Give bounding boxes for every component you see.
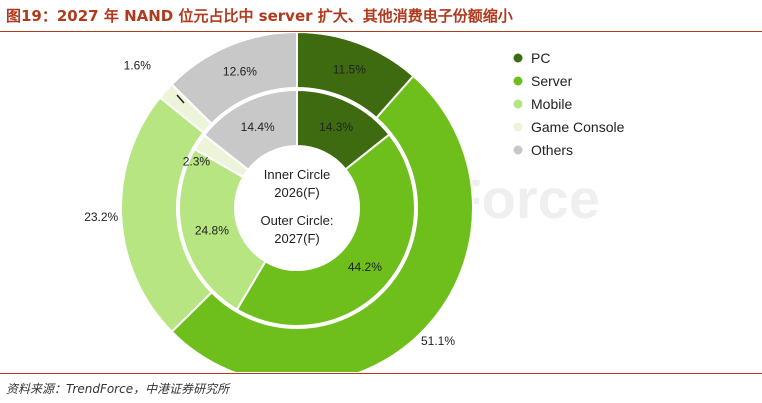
outer-ring [120,32,474,372]
legend-marker-others [513,145,523,155]
outer-label-game-console: 1.6% [124,58,152,72]
inner-label-server: 44.2% [348,260,382,274]
center-text-line-1: Inner Circle [264,167,330,182]
legend-label-game-console: Game Console [531,119,625,135]
center-text-line-3: Outer Circle: [261,213,334,228]
center-hole [235,146,359,270]
center-text-line-4: 2027(F) [274,231,320,246]
outer-label-server: 51.1% [421,334,455,348]
legend-label-server: Server [531,73,573,89]
inner-label-pc: 14.3% [319,120,353,134]
outer-slice-server [170,74,474,372]
inner-label-game-console: 2.3% [183,155,211,169]
game-console-leader-line [176,94,185,104]
source-note: 资料来源：TrendForce，中港证券研究所 [6,382,230,396]
center-text-line-2: 2026(F) [274,185,320,200]
legend-marker-mobile [513,99,523,109]
outer-label-pc: 11.5% [333,63,366,77]
outer-slice-others [170,32,298,126]
inner-label-mobile: 24.8% [195,223,229,237]
title-bar: 图19：2027 年 NAND 位元占比中 server 扩大、其他消费电子份额… [0,0,762,30]
inner-label-others: 14.4% [241,120,275,134]
legend-label-mobile: Mobile [531,96,572,112]
legend-label-others: Others [531,142,573,158]
outer-label-mobile: 23.2% [84,210,118,224]
outer-label-others: 12.6% [223,64,257,78]
bottom-divider [0,373,762,374]
legend: PC Server Mobile Game Console Others [513,50,625,158]
legend-label-pc: PC [531,50,550,66]
slice-labels: 14.3% 44.2% 24.8% 2.3% 14.4% 11.5% 51.1% 23.2% 1… [84,58,455,348]
legend-marker-server [513,76,523,86]
center-text: Inner Circle 2026(F) Outer Circle: 2027(F) [261,167,334,246]
top-divider [0,31,762,32]
figure-title: 图19：2027 年 NAND 位元占比中 server 扩大、其他消费电子份额… [6,7,513,25]
legend-marker-game-console [513,122,523,132]
inner-ring [178,88,416,327]
legend-marker-pc [513,53,523,63]
